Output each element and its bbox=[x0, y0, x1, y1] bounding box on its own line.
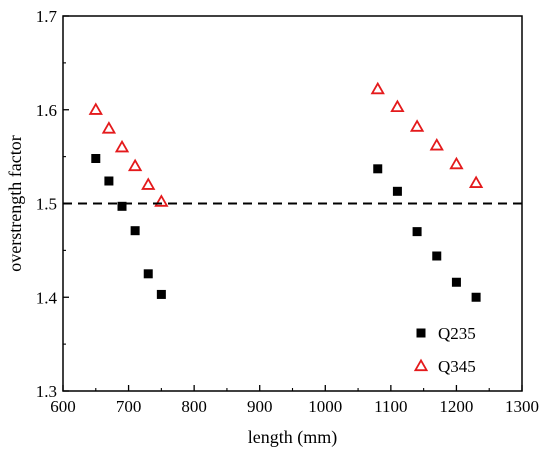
q345-point bbox=[114, 139, 130, 153]
x-tick-label: 1200 bbox=[439, 397, 473, 416]
q345-point bbox=[370, 81, 385, 95]
x-tick-label: 900 bbox=[247, 397, 273, 416]
q345-point bbox=[141, 177, 156, 190]
q345-point bbox=[468, 175, 484, 188]
q345-point bbox=[390, 99, 405, 113]
q345-point bbox=[409, 119, 425, 132]
q235-point bbox=[130, 226, 140, 236]
legend-q345-label: Q345 bbox=[438, 357, 476, 376]
q345-point bbox=[429, 137, 444, 151]
q345-point bbox=[154, 194, 169, 207]
legend: Q235 Q345 bbox=[413, 324, 476, 376]
q235-point bbox=[471, 292, 481, 302]
q235-point bbox=[143, 269, 153, 279]
x-axis-title: length (mm) bbox=[248, 427, 337, 448]
q235-point bbox=[104, 176, 114, 186]
x-tick-label: 1000 bbox=[308, 397, 342, 416]
x-axis: 600 700 800 900 1000 1100 1200 1300 bbox=[50, 385, 539, 416]
q345-point bbox=[449, 156, 464, 170]
q235-point bbox=[373, 164, 383, 174]
q235-point bbox=[451, 277, 461, 287]
q235-point bbox=[117, 201, 127, 211]
x-tick-label: 800 bbox=[181, 397, 207, 416]
y-tick-label: 1.6 bbox=[36, 101, 57, 120]
x-tick-label: 700 bbox=[116, 397, 142, 416]
q345-point bbox=[127, 158, 143, 172]
q235-point bbox=[156, 289, 166, 299]
data-markers bbox=[88, 81, 484, 302]
y-tick-label: 1.4 bbox=[36, 288, 58, 307]
q235-point bbox=[432, 251, 442, 261]
y-axis-title: overstrength factor bbox=[5, 135, 25, 271]
x-tick-label: 1300 bbox=[505, 397, 539, 416]
q345-point bbox=[88, 102, 103, 115]
q235-point bbox=[91, 154, 101, 163]
y-tick-label: 1.3 bbox=[36, 382, 57, 401]
q235-point bbox=[412, 227, 422, 237]
legend-q235-marker bbox=[416, 328, 426, 338]
q345-point bbox=[101, 121, 117, 134]
legend-q235-label: Q235 bbox=[438, 324, 476, 343]
x-tick-label: 1100 bbox=[374, 397, 407, 416]
q235-point bbox=[392, 186, 402, 196]
y-axis: 1.3 1.4 1.5 1.6 1.7 bbox=[36, 7, 69, 401]
y-tick-label: 1.5 bbox=[36, 195, 57, 214]
x-tick-label: 600 bbox=[50, 397, 76, 416]
legend-q345-marker bbox=[413, 358, 429, 372]
y-tick-label: 1.7 bbox=[36, 7, 58, 26]
